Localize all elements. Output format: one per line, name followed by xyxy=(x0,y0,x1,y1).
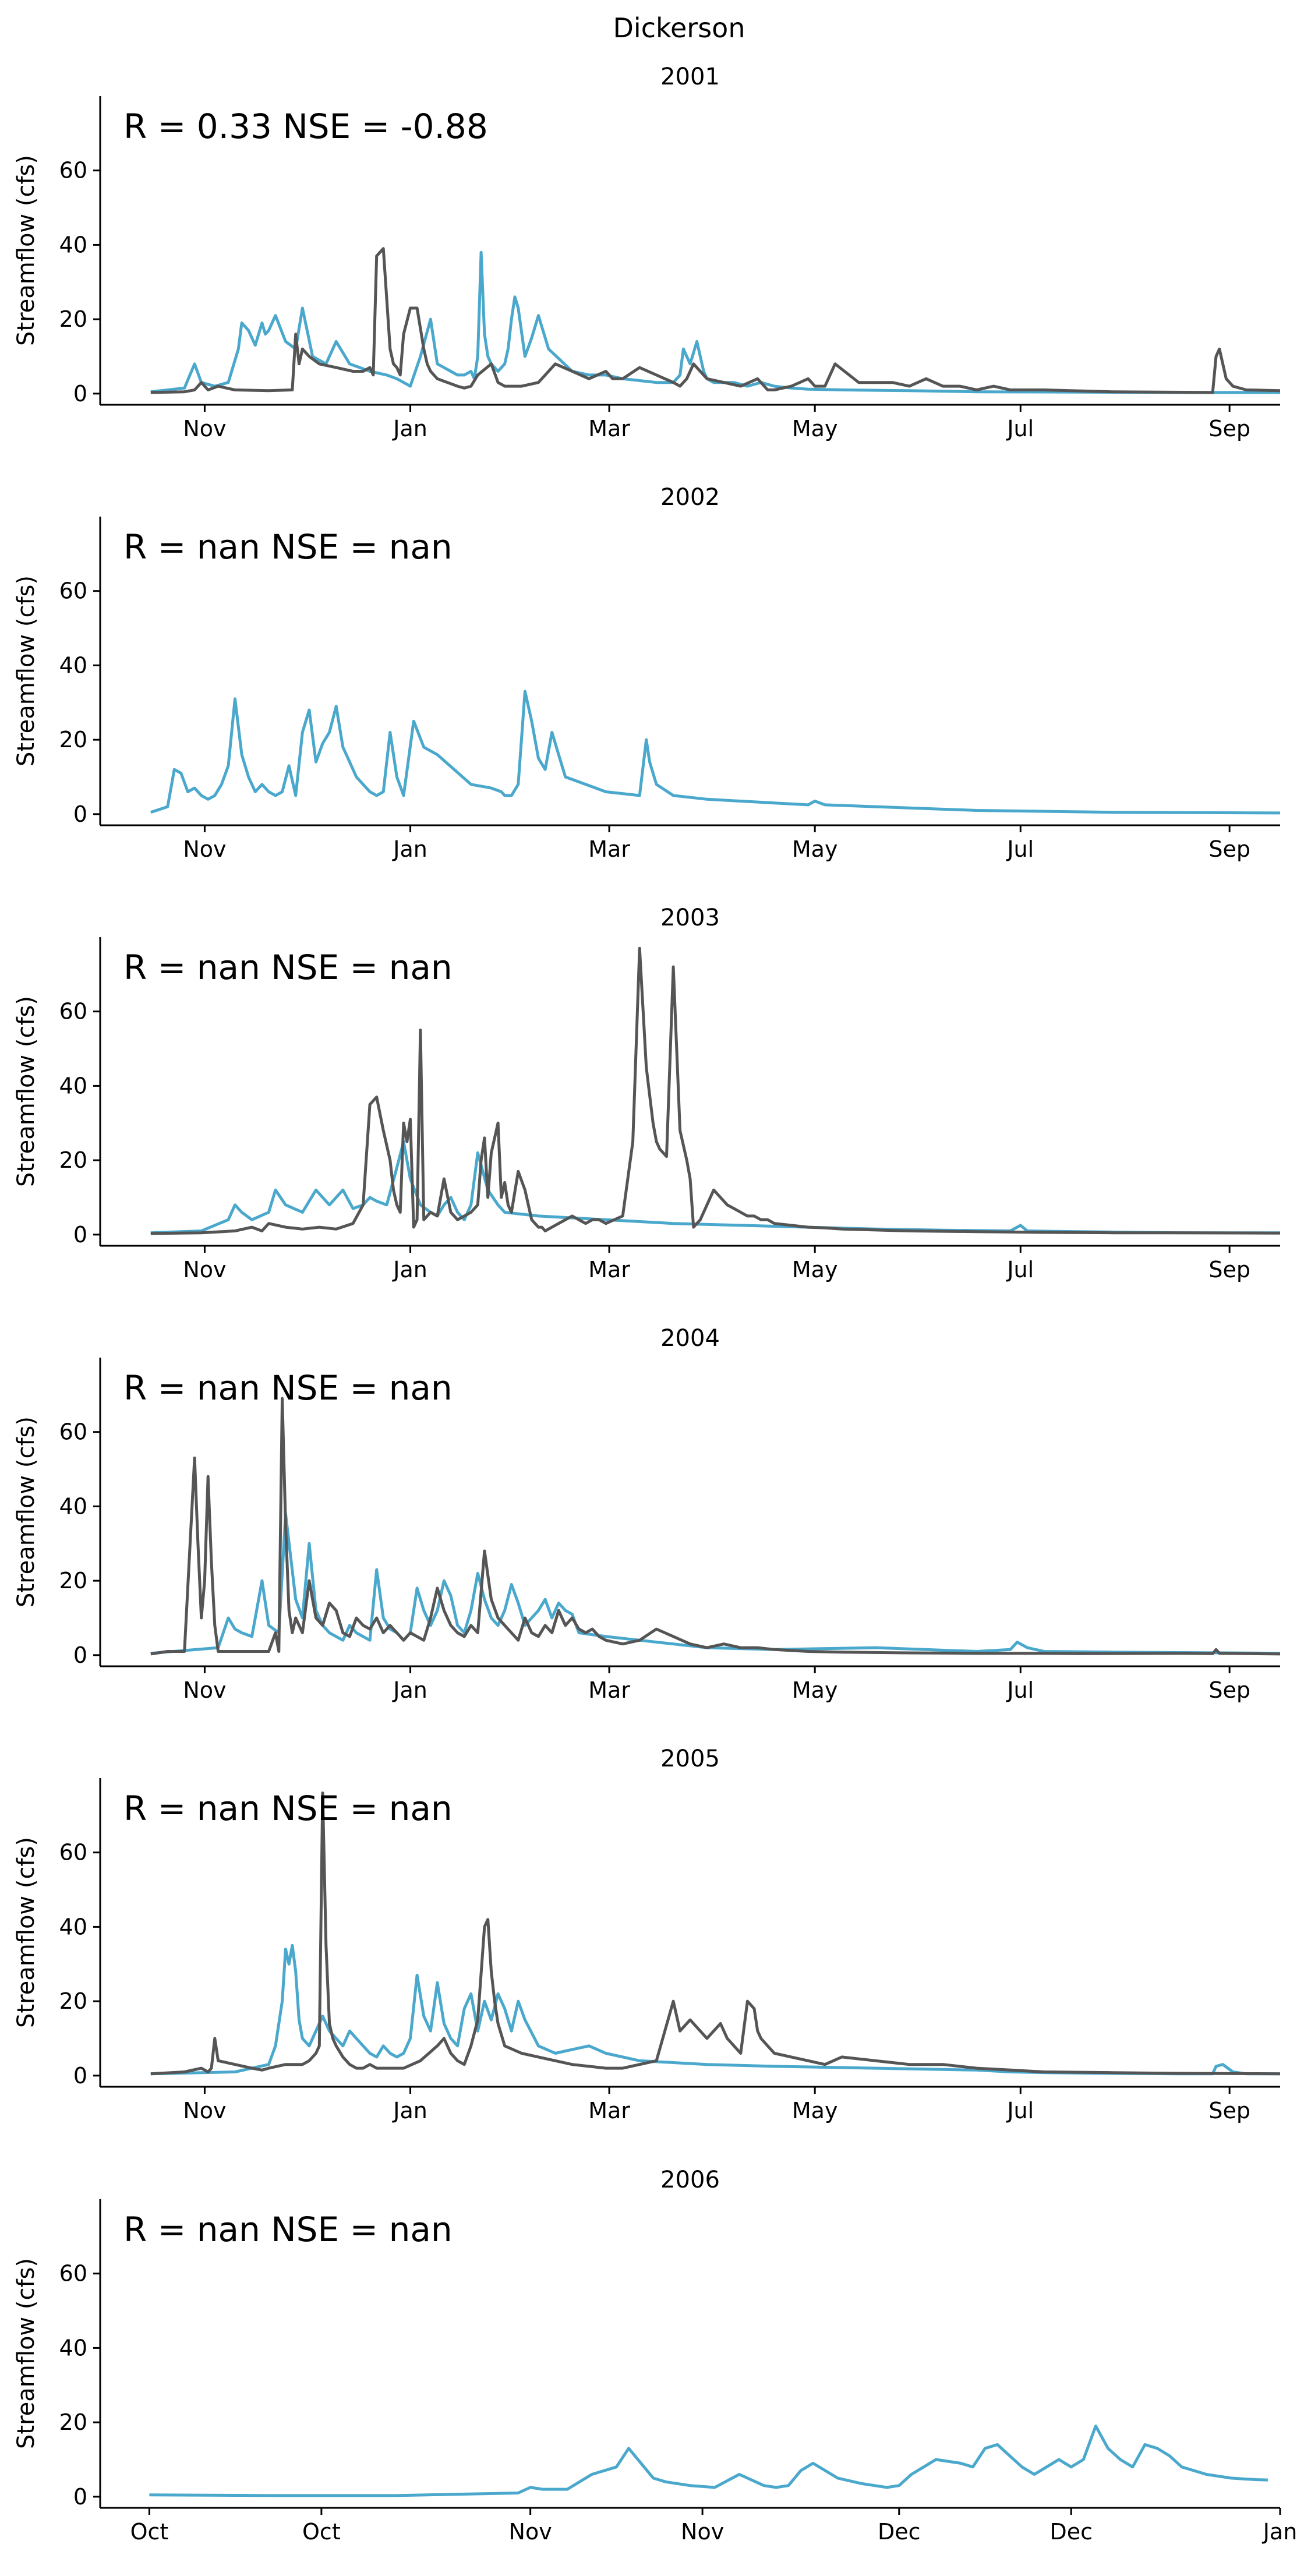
y-tick-label: 60 xyxy=(59,1840,87,1865)
chart-panel-2002: 2002 0 20 40 60 Nov Jan Mar May Jul Sep Streamflow … xyxy=(13,484,1281,862)
stats-annotation: R = nan NSE = nan xyxy=(123,527,453,567)
y-tick-label: 40 xyxy=(59,1493,87,1519)
panel-title: 2004 xyxy=(660,1325,720,1352)
y-tick-label: 0 xyxy=(73,381,87,407)
x-tick-label: Oct xyxy=(302,2519,341,2545)
x-tick-label: Dec xyxy=(878,2519,921,2545)
x-tick-label: Sep xyxy=(1208,1677,1250,1703)
y-axis-label: Streamflow (cfs) xyxy=(13,155,40,346)
series-line-1 xyxy=(150,1791,1281,2076)
x-tick-label: Sep xyxy=(1208,416,1250,441)
y-axis-label: Streamflow (cfs) xyxy=(13,996,40,1187)
x-tick-label: May xyxy=(792,2098,838,2123)
stats-annotation: R = 0.33 NSE = -0.88 xyxy=(123,107,488,146)
y-tick-label: 0 xyxy=(73,2484,87,2510)
chart-panel-2001: 2001 0 20 40 60 Nov Jan Mar May Jul Sep Streamflow … xyxy=(13,63,1281,441)
y-tick-label: 0 xyxy=(73,801,87,827)
stats-annotation: R = nan NSE = nan xyxy=(123,948,453,987)
x-tick-label: Mar xyxy=(588,1677,630,1703)
series-line-0 xyxy=(149,2425,1268,2497)
chart-panel-2004: 2004 0 20 40 60 Nov Jan Mar May Jul Sep Streamflow … xyxy=(13,1325,1281,1703)
x-tick-label: Dec xyxy=(1049,2519,1093,2545)
stats-annotation: R = nan NSE = nan xyxy=(123,1789,453,1828)
y-tick-label: 0 xyxy=(73,1642,87,1668)
x-tick-label: May xyxy=(792,1677,838,1703)
y-tick-label: 40 xyxy=(59,1073,87,1098)
series-line-0 xyxy=(150,1512,1281,1655)
x-tick-label: Nov xyxy=(183,2098,226,2123)
stats-annotation: R = nan NSE = nan xyxy=(123,1368,453,1408)
chart-panel-2003: 2003 0 20 40 60 Nov Jan Mar May Jul Sep Streamflow … xyxy=(13,904,1281,1282)
x-tick-label: Jan xyxy=(392,416,427,441)
series-line-1 xyxy=(150,946,1281,1235)
x-tick-label: Jul xyxy=(1006,1257,1034,1282)
stats-annotation: R = nan NSE = nan xyxy=(123,2210,453,2249)
y-axis-label: Streamflow (cfs) xyxy=(13,1837,40,2028)
series-line-0 xyxy=(150,1140,1280,1235)
series-line-0 xyxy=(150,690,1281,815)
chart-panel-2005: 2005 0 20 40 60 Nov Jan Mar May Jul Sep Streamflow … xyxy=(13,1745,1281,2123)
chart-panel-2006: 2006 0 20 40 60 Oct Oct Nov Nov Dec Dec Jan Streamfl… xyxy=(13,2167,1297,2545)
x-tick-label: Oct xyxy=(130,2519,169,2545)
x-tick-label: Jan xyxy=(392,836,427,862)
x-tick-label: Jan xyxy=(392,1677,427,1703)
y-tick-label: 20 xyxy=(59,1568,87,1593)
y-axis-label: Streamflow (cfs) xyxy=(13,575,40,766)
series-line-0 xyxy=(150,1944,1280,2076)
x-tick-label: Nov xyxy=(183,1677,226,1703)
y-tick-label: 20 xyxy=(59,1988,87,2014)
x-tick-label: Jul xyxy=(1006,1677,1034,1703)
x-tick-label: Mar xyxy=(588,1257,630,1282)
x-tick-label: Sep xyxy=(1208,1257,1250,1282)
figure-title: Dickerson xyxy=(613,12,745,44)
series-line-1 xyxy=(150,1397,1281,1656)
x-tick-label: Sep xyxy=(1208,2098,1250,2123)
panel-title: 2005 xyxy=(660,1745,720,1772)
panel-title: 2006 xyxy=(660,2167,720,2193)
x-tick-label: May xyxy=(792,1257,838,1282)
y-tick-label: 0 xyxy=(73,1222,87,1248)
y-axis-label: Streamflow (cfs) xyxy=(13,1416,40,1607)
y-tick-label: 20 xyxy=(59,2409,87,2435)
panel-title: 2003 xyxy=(660,904,720,931)
x-tick-label: Jan xyxy=(392,2098,427,2123)
x-tick-label: Nov xyxy=(183,836,226,862)
x-tick-label: Mar xyxy=(588,836,630,862)
x-tick-label: Jan xyxy=(1262,2519,1297,2545)
x-tick-label: Mar xyxy=(588,416,630,441)
y-tick-label: 40 xyxy=(59,652,87,678)
series-line-1 xyxy=(150,247,1281,394)
y-tick-label: 0 xyxy=(73,2063,87,2089)
y-tick-label: 40 xyxy=(59,2335,87,2361)
y-tick-label: 60 xyxy=(59,2261,87,2287)
x-tick-label: Jan xyxy=(392,1257,427,1282)
x-tick-label: May xyxy=(792,836,838,862)
y-axis-label: Streamflow (cfs) xyxy=(13,2258,40,2449)
x-tick-label: May xyxy=(792,416,838,441)
x-tick-label: Mar xyxy=(588,2098,630,2123)
y-tick-label: 60 xyxy=(59,578,87,604)
x-tick-label: Nov xyxy=(183,416,226,441)
x-tick-label: Sep xyxy=(1208,836,1250,862)
x-tick-label: Jul xyxy=(1006,2098,1034,2123)
y-tick-label: 20 xyxy=(59,306,87,332)
x-tick-label: Nov xyxy=(509,2519,552,2545)
y-tick-label: 40 xyxy=(59,232,87,257)
y-tick-label: 20 xyxy=(59,727,87,752)
x-tick-label: Nov xyxy=(183,1257,226,1282)
x-tick-label: Nov xyxy=(681,2519,724,2545)
y-tick-label: 60 xyxy=(59,1419,87,1445)
y-tick-label: 60 xyxy=(59,158,87,183)
y-tick-label: 60 xyxy=(59,999,87,1024)
x-tick-label: Jul xyxy=(1006,416,1034,441)
y-tick-label: 40 xyxy=(59,1914,87,1939)
panel-title: 2002 xyxy=(660,484,720,511)
y-tick-label: 20 xyxy=(59,1147,87,1173)
x-tick-label: Jul xyxy=(1006,836,1034,862)
panel-title: 2001 xyxy=(660,63,720,90)
series-line-0 xyxy=(150,250,1280,394)
